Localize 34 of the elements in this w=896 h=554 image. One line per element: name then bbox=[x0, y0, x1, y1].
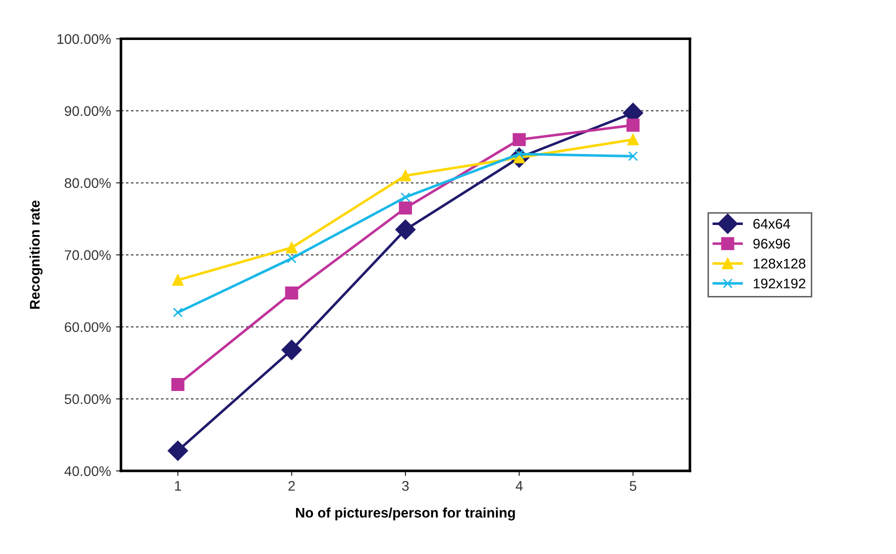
point bbox=[286, 242, 298, 254]
y-tick-label: 80.00% bbox=[64, 178, 111, 188]
x-tick-label: 5 bbox=[630, 481, 636, 491]
point bbox=[172, 308, 183, 318]
point bbox=[286, 254, 297, 264]
x-tick-label: 4 bbox=[516, 481, 523, 491]
point bbox=[512, 133, 526, 146]
legend-label: 96x96 bbox=[753, 238, 790, 249]
point bbox=[400, 192, 410, 202]
y-tick-label: 90.00% bbox=[64, 106, 111, 116]
point bbox=[398, 202, 412, 215]
point bbox=[172, 274, 184, 286]
point bbox=[626, 118, 640, 132]
point bbox=[168, 440, 188, 461]
y-tick-label: 60.00% bbox=[64, 322, 111, 332]
legend-label: 64x64 bbox=[753, 218, 790, 229]
legend-label: 128x128 bbox=[754, 258, 806, 269]
y-tick-label: 100.00% bbox=[57, 34, 111, 44]
x-tick-label: 3 bbox=[402, 480, 409, 491]
x-axis-title: No of pictures/person for training bbox=[296, 507, 515, 520]
point bbox=[628, 151, 638, 162]
y-tick-label: 40.00% bbox=[64, 466, 111, 476]
point bbox=[285, 286, 298, 300]
point bbox=[627, 134, 639, 146]
point bbox=[171, 378, 184, 392]
x-tick-label: 2 bbox=[288, 480, 295, 491]
y-tick-label: 70.00% bbox=[64, 250, 111, 260]
y-axis-title: Recognition rate bbox=[30, 200, 43, 309]
point bbox=[400, 170, 412, 182]
x-tick-label: 1 bbox=[175, 481, 182, 491]
point bbox=[395, 220, 416, 240]
point bbox=[282, 340, 302, 360]
y-tick-label: 50.00% bbox=[64, 394, 111, 404]
legend-label: 192x192 bbox=[754, 278, 806, 288]
